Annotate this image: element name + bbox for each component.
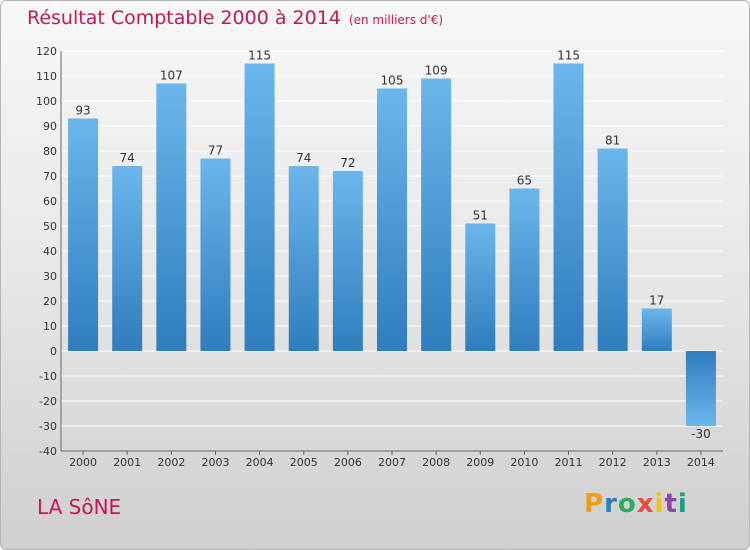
logo-letter: r (604, 489, 618, 519)
y-tick-label: 10 (43, 320, 57, 333)
bar-2000 (68, 118, 99, 351)
y-tick-label: 60 (43, 195, 57, 208)
data-label: 72 (340, 156, 355, 170)
y-tick-label: -10 (39, 370, 57, 383)
y-tick-label: 50 (43, 220, 57, 233)
x-tick-label: 2007 (378, 456, 406, 469)
data-label: 115 (557, 49, 580, 63)
x-tick-label: 2013 (643, 456, 671, 469)
y-tick-label: 20 (43, 295, 57, 308)
logo-letter: P (584, 489, 605, 519)
x-tick-label: 2010 (510, 456, 538, 469)
bar-2011 (553, 63, 584, 351)
data-label: 107 (160, 69, 183, 83)
y-tick-label: -30 (39, 420, 57, 433)
bar-2010 (509, 188, 540, 351)
commune-name: LA SôNE (37, 495, 122, 519)
bar-2014 (685, 351, 716, 426)
bar-2008 (421, 78, 452, 351)
y-tick-label: -40 (39, 445, 57, 458)
logo-letter: i (677, 489, 688, 519)
data-label: 65 (517, 174, 532, 188)
y-tick-label: -20 (39, 395, 57, 408)
x-tick-label: 2006 (334, 456, 362, 469)
logo-letter: o (617, 489, 637, 519)
y-tick-label: 110 (36, 70, 57, 83)
y-tick-label: 80 (43, 145, 57, 158)
y-tick-label: 70 (43, 170, 57, 183)
bar-2002 (156, 83, 187, 351)
data-label: 109 (425, 64, 448, 78)
logo-letter: i (654, 489, 665, 519)
x-tick-label: 2014 (687, 456, 715, 469)
data-label: -30 (691, 427, 711, 441)
y-tick-label: 100 (36, 95, 57, 108)
x-tick-label: 2011 (555, 456, 583, 469)
data-label: 105 (381, 74, 404, 88)
y-tick-label: 90 (43, 120, 57, 133)
data-label: 81 (605, 134, 620, 148)
logo-letter: t (664, 489, 678, 519)
x-tick-label: 2008 (422, 456, 450, 469)
data-label: 77 (208, 144, 223, 158)
bar-2009 (465, 223, 496, 351)
x-tick-label: 2004 (246, 456, 274, 469)
bar-2005 (288, 166, 319, 351)
x-tick-label: 2003 (201, 456, 229, 469)
chart-title: Résultat Comptable 2000 à 2014 (en millie… (27, 7, 444, 29)
bar-2013 (641, 308, 672, 351)
x-tick-label: 2002 (157, 456, 185, 469)
y-tick-label: 30 (43, 270, 57, 283)
bar-2001 (112, 166, 143, 351)
data-label: 74 (296, 151, 311, 165)
data-label: 17 (649, 294, 664, 308)
x-tick-label: 2005 (290, 456, 318, 469)
x-tick-label: 2000 (69, 456, 97, 469)
bar-2012 (597, 148, 628, 351)
data-label: 74 (120, 151, 135, 165)
proxiti-logo: Proxiti (584, 489, 688, 519)
y-tick-label: 120 (36, 45, 57, 58)
x-tick-label: 2012 (599, 456, 627, 469)
data-label: 93 (75, 104, 90, 118)
data-label: 115 (248, 49, 271, 63)
data-label: 51 (473, 209, 488, 223)
y-tick-label: 40 (43, 245, 57, 258)
x-tick-label: 2009 (466, 456, 494, 469)
x-tick-label: 2001 (113, 456, 141, 469)
bar-2007 (377, 88, 407, 351)
bar-2006 (332, 171, 363, 351)
chart-subtitle: (en milliers d'€) (348, 13, 444, 27)
bar-2003 (200, 158, 231, 351)
bar-2004 (244, 63, 275, 351)
logo-letter: x (636, 489, 655, 519)
y-tick-label: 0 (50, 345, 57, 358)
